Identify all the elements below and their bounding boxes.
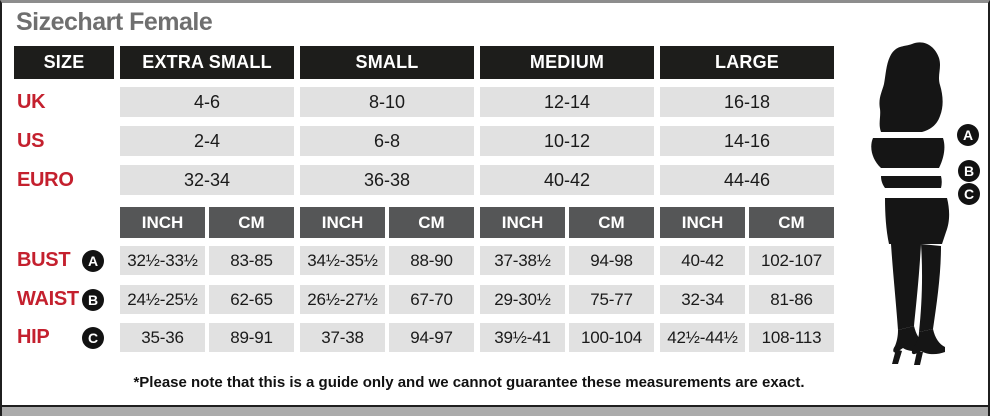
value-cell-inch: 37-38 [300, 323, 385, 352]
bottom-border-strip [2, 405, 988, 416]
value-cell-cm: 89-91 [209, 323, 294, 352]
value-cell-inch: 24½-25½ [120, 285, 205, 314]
value-cell-inch: 42½-44½ [660, 323, 745, 352]
value-cell-cm: 83-85 [209, 246, 294, 275]
sizechart-table: SIZE EXTRA SMALL SMALL MEDIUM LARGE UK 4… [14, 46, 837, 391]
region-row-uk: UK 4-6 8-10 12-14 16-18 [14, 87, 837, 117]
page-title: Sizechart Female [16, 8, 213, 36]
value-cell-cm: 67-70 [389, 285, 474, 314]
marker-c-badge: C [82, 326, 104, 349]
value-cell: 40-42 [480, 165, 654, 195]
marker-b-badge: B [82, 288, 104, 311]
unit-header-cm: CM [749, 207, 834, 238]
value-cell-inch: 32-34 [660, 285, 745, 314]
figure-marker-a: A [957, 124, 979, 146]
figure-marker-b: B [958, 160, 980, 182]
row-label-cell: WAIST B [14, 285, 114, 314]
row-label-us: US [17, 129, 45, 152]
measurement-row-waist: WAIST B 24½-25½ 62-65 26½-27½ 67-70 29-3… [14, 285, 837, 314]
column-header-medium: MEDIUM [480, 46, 654, 79]
row-label-hip: HIP [17, 326, 50, 348]
marker-a-badge: A [82, 249, 104, 272]
row-label-cell: US [14, 126, 114, 156]
value-cell-inch: 37-38½ [480, 246, 565, 275]
value-cell-inch: 29-30½ [480, 285, 565, 314]
unit-header-inch: INCH [660, 207, 745, 238]
value-cell-cm: 102-107 [749, 246, 834, 275]
row-label-euro: EURO [17, 168, 74, 191]
value-cell: 10-12 [480, 126, 654, 156]
value-cell-inch: 34½-35½ [300, 246, 385, 275]
row-label-cell: EURO [14, 165, 114, 195]
unit-header-inch: INCH [480, 207, 565, 238]
region-row-us: US 2-4 6-8 10-12 14-16 [14, 126, 837, 156]
measurement-row-bust: BUST A 32½-33½ 83-85 34½-35½ 88-90 37-38… [14, 246, 837, 275]
value-cell-cm: 81-86 [749, 285, 834, 314]
value-cell-cm: 108-113 [749, 323, 834, 352]
measurement-row-hip: HIP C 35-36 89-91 37-38 94-97 39½-41 100… [14, 323, 837, 352]
row-label-uk: UK [17, 90, 46, 113]
value-cell: 12-14 [480, 87, 654, 117]
footnote: *Please note that this is a guide only a… [133, 374, 805, 391]
value-cell-cm: 75-77 [569, 285, 654, 314]
row-label-cell: BUST A [14, 246, 114, 275]
value-cell: 2-4 [120, 126, 294, 156]
value-cell-cm: 94-98 [569, 246, 654, 275]
value-cell: 14-16 [660, 126, 834, 156]
value-cell: 16-18 [660, 87, 834, 117]
column-header-extra-small: EXTRA SMALL [120, 46, 294, 79]
header-row: SIZE EXTRA SMALL SMALL MEDIUM LARGE [14, 46, 837, 79]
row-label-cell: HIP C [14, 323, 114, 352]
unit-header-cm: CM [389, 207, 474, 238]
value-cell: 32-34 [120, 165, 294, 195]
column-header-large: LARGE [660, 46, 834, 79]
value-cell-inch: 39½-41 [480, 323, 565, 352]
unit-header-inch: INCH [300, 207, 385, 238]
value-cell-inch: 40-42 [660, 246, 745, 275]
value-cell: 36-38 [300, 165, 474, 195]
empty-label-cell [14, 207, 114, 238]
row-label-waist: WAIST [17, 288, 79, 310]
value-cell: 4-6 [120, 87, 294, 117]
row-label-bust: BUST [17, 249, 71, 271]
value-cell-cm: 88-90 [389, 246, 474, 275]
female-silhouette-icon [871, 42, 950, 365]
value-cell: 44-46 [660, 165, 834, 195]
unit-header-cm: CM [569, 207, 654, 238]
column-header-small: SMALL [300, 46, 474, 79]
value-cell: 6-8 [300, 126, 474, 156]
value-cell-cm: 62-65 [209, 285, 294, 314]
unit-header-row: INCH CM INCH CM INCH CM INCH CM [14, 207, 837, 238]
value-cell-cm: 94-97 [389, 323, 474, 352]
unit-header-cm: CM [209, 207, 294, 238]
unit-header-inch: INCH [120, 207, 205, 238]
value-cell-inch: 32½-33½ [120, 246, 205, 275]
value-cell-cm: 100-104 [569, 323, 654, 352]
row-label-cell: UK [14, 87, 114, 117]
value-cell-inch: 26½-27½ [300, 285, 385, 314]
value-cell-inch: 35-36 [120, 323, 205, 352]
region-row-euro: EURO 32-34 36-38 40-42 44-46 [14, 165, 837, 195]
figure-marker-c: C [958, 183, 980, 205]
size-header-cell: SIZE [14, 46, 114, 79]
value-cell: 8-10 [300, 87, 474, 117]
